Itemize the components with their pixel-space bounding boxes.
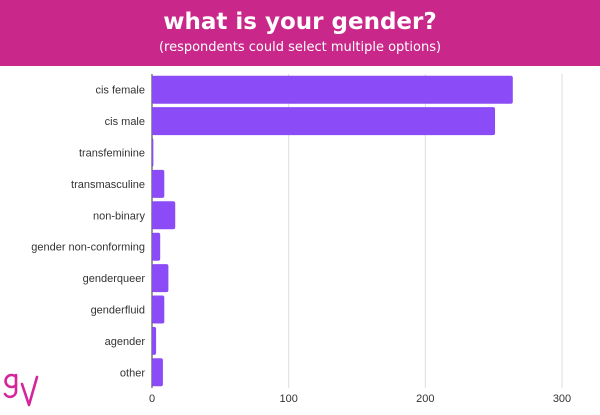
bar xyxy=(152,75,513,104)
bar xyxy=(152,138,154,167)
bar xyxy=(152,169,165,198)
category-label: non-binary xyxy=(93,210,145,222)
x-tick-label: 300 xyxy=(553,393,571,405)
category-label: genderfluid xyxy=(91,305,145,317)
category-label: other xyxy=(120,367,145,379)
bar-chart: cis female cis male transfeminine transmasc… xyxy=(31,74,571,405)
category-label: gender non-conforming xyxy=(31,242,145,254)
x-tick-label: 200 xyxy=(416,393,434,405)
category-label: genderqueer xyxy=(83,273,146,285)
page-subtitle: (respondents could select multiple optio… xyxy=(158,40,442,55)
category-label: transmasculine xyxy=(71,179,145,191)
header-banner: what is your gender? (respondents could … xyxy=(0,0,600,66)
bar xyxy=(152,232,161,261)
bar xyxy=(152,358,163,387)
bar xyxy=(152,201,176,230)
bar xyxy=(152,264,169,293)
x-tick-label: 100 xyxy=(279,393,297,405)
category-label: cis female xyxy=(95,85,145,97)
page-title: what is your gender? xyxy=(163,9,437,35)
bar xyxy=(152,326,157,355)
category-label: cis male xyxy=(105,116,145,128)
gv-logo xyxy=(3,373,39,407)
chart-tick-labels: 0 100 200 300 xyxy=(149,393,571,405)
bar xyxy=(152,107,496,136)
chart-bars xyxy=(152,75,513,387)
x-tick-label: 0 xyxy=(149,393,155,405)
chart-category-labels: cis female cis male transfeminine transmasc… xyxy=(31,85,145,380)
bar xyxy=(152,295,165,324)
category-label: transfeminine xyxy=(79,148,145,160)
category-label: agender xyxy=(105,336,146,348)
